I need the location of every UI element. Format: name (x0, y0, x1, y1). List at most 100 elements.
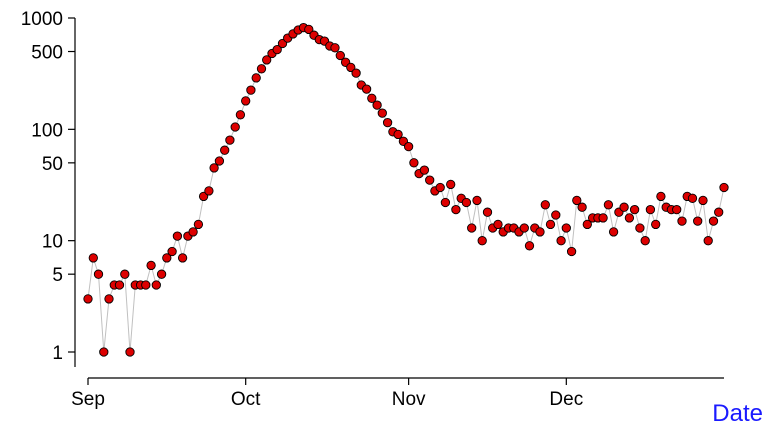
data-point (120, 269, 130, 279)
y-tick-label: 50 (42, 154, 63, 175)
data-point (235, 110, 246, 120)
data-point (346, 62, 356, 73)
data-point (304, 24, 314, 35)
data-point (535, 227, 545, 237)
data-point (167, 246, 177, 257)
y-tick-label: 5 (52, 265, 63, 286)
data-point (703, 236, 713, 246)
data-point (603, 200, 614, 210)
data-point (693, 216, 703, 226)
data-point (361, 84, 372, 94)
data-point (472, 195, 482, 206)
data-point (440, 197, 451, 208)
data-point (93, 269, 104, 279)
data-point (377, 108, 387, 118)
data-point (198, 191, 209, 202)
data-point (656, 191, 666, 202)
y-tick-label: 1000 (21, 9, 63, 30)
data-point (672, 204, 682, 215)
data-point (435, 182, 445, 193)
data-point (635, 223, 645, 233)
data-point (409, 158, 419, 168)
data-point (461, 197, 472, 208)
data-point (104, 294, 114, 304)
data-point (419, 165, 430, 175)
data-point (367, 93, 377, 103)
data-points (83, 22, 729, 357)
data-point (629, 204, 640, 215)
data-point (582, 219, 592, 230)
data-point (446, 179, 456, 190)
x-tick-label: Sep (71, 389, 105, 410)
data-point (241, 96, 251, 106)
data-point (151, 280, 161, 290)
data-point (351, 68, 361, 78)
data-point (519, 223, 529, 233)
data-point (214, 156, 225, 166)
data-point (545, 219, 556, 230)
data-point (719, 182, 729, 193)
y-tick-label: 1 (52, 343, 63, 364)
data-point (687, 193, 698, 203)
x-tick-label: Dec (549, 389, 583, 410)
data-point (598, 213, 608, 223)
data-point (99, 347, 109, 357)
data-point (524, 241, 535, 251)
data-point (335, 50, 345, 61)
data-point (177, 253, 188, 263)
y-tick-label: 100 (31, 120, 63, 141)
data-point (493, 219, 503, 230)
data-point (566, 246, 577, 257)
data-point (556, 236, 566, 246)
data-point (640, 236, 650, 246)
y-tick-label: 10 (42, 232, 63, 253)
data-point (114, 280, 125, 290)
data-point (451, 204, 461, 215)
data-point (698, 195, 708, 206)
data-point (482, 207, 493, 217)
data-point (262, 55, 272, 65)
data-point (330, 43, 340, 53)
data-point (561, 223, 571, 233)
data-point (246, 85, 256, 95)
data-point (225, 135, 235, 145)
x-axis-ticks: Sep Oct Nov Dec (71, 378, 583, 410)
data-point (156, 269, 167, 279)
data-point (425, 175, 435, 185)
data-point (146, 260, 156, 271)
data-point (188, 227, 198, 237)
data-point (651, 219, 661, 230)
data-point (624, 213, 635, 223)
y-tick-label: 500 (31, 43, 63, 64)
x-tick-label: Nov (392, 389, 426, 410)
data-point (256, 64, 267, 74)
series-connector-line (87, 27, 725, 353)
data-point (209, 163, 219, 173)
data-point (88, 253, 98, 263)
data-point (162, 253, 172, 263)
data-point (477, 236, 487, 246)
data-point (220, 145, 230, 155)
data-point (403, 141, 414, 152)
data-point (619, 202, 629, 212)
data-point (708, 216, 719, 226)
data-point (193, 219, 204, 230)
x-tick-label: Oct (231, 389, 261, 410)
data-point (467, 223, 477, 233)
data-point (83, 294, 93, 304)
y-axis-ticks: 1 5 10 50 100 500 1000 (21, 9, 75, 364)
data-point (172, 231, 183, 241)
data-point (251, 73, 261, 83)
data-point (572, 195, 582, 206)
data-point (540, 200, 550, 210)
x-axis-title: Date (712, 400, 763, 427)
data-point (382, 117, 393, 128)
data-point (577, 202, 587, 212)
data-point (141, 280, 151, 290)
data-point (677, 216, 687, 226)
data-point (272, 44, 282, 55)
data-point (608, 227, 619, 237)
data-point (714, 207, 724, 217)
data-point (125, 347, 135, 357)
